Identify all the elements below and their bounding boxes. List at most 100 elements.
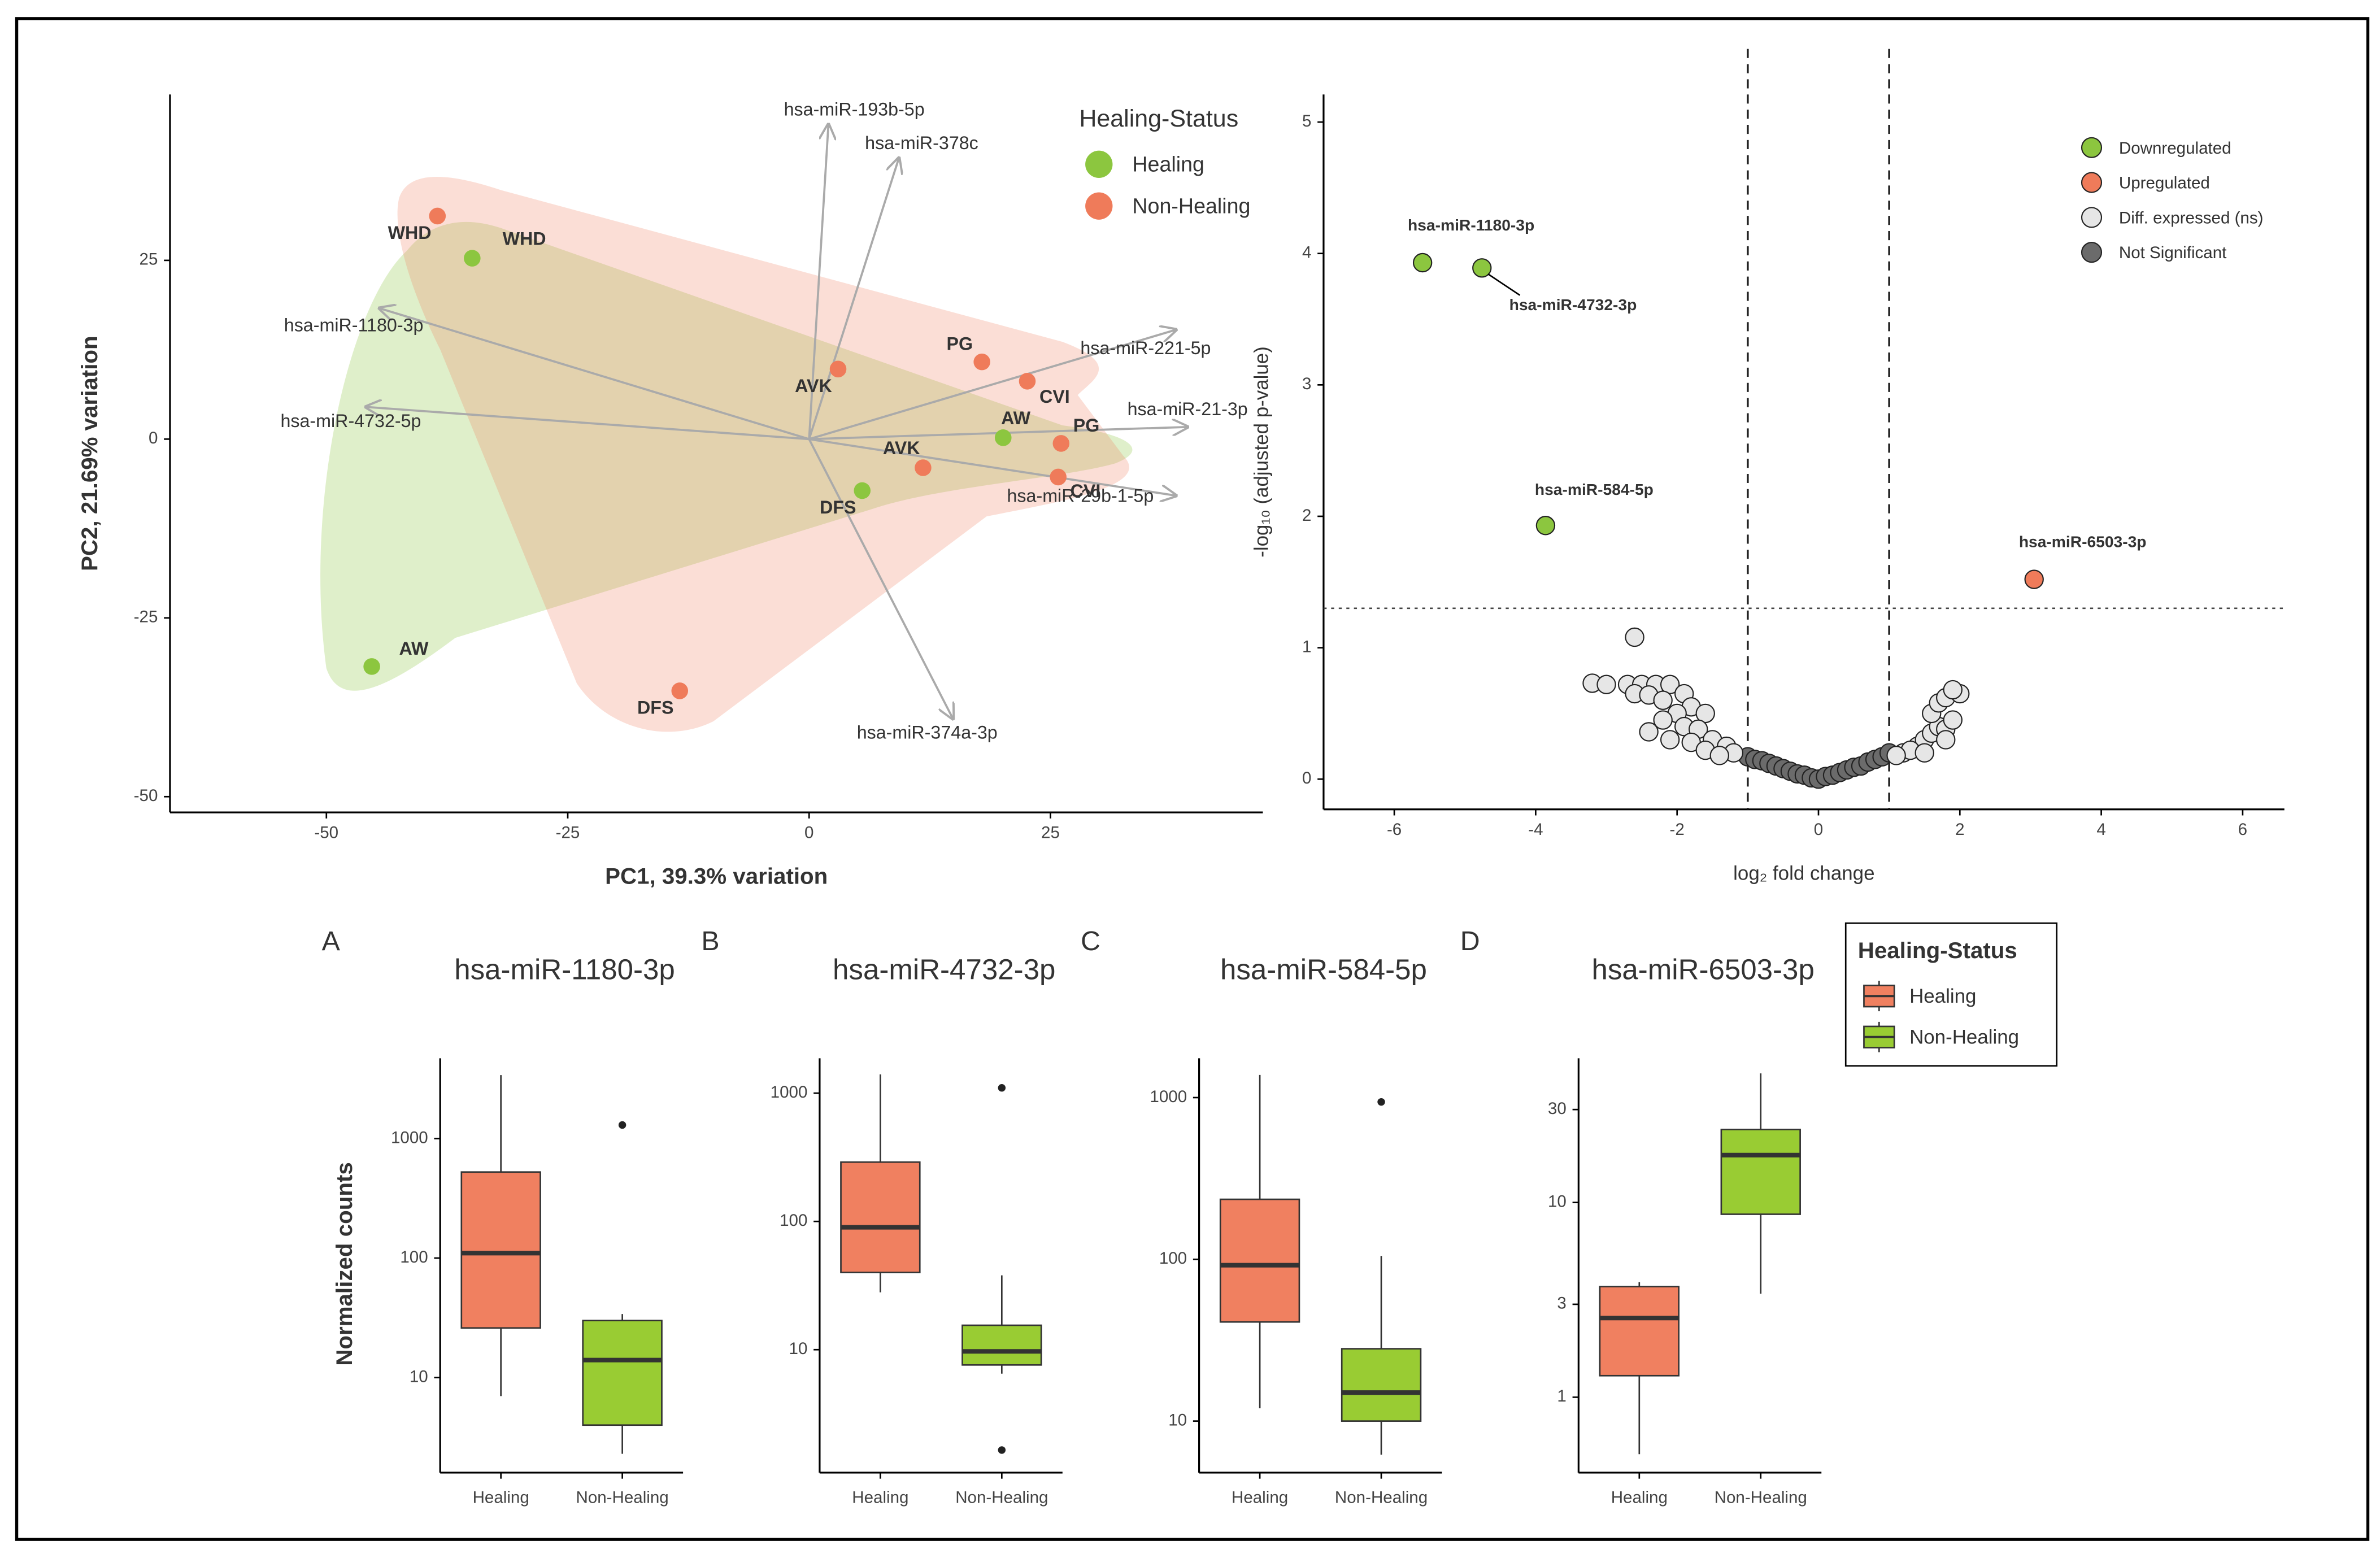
point xyxy=(1709,746,1729,765)
point-label: AVK xyxy=(883,438,920,458)
x-tick-label: Healing xyxy=(852,1488,908,1507)
loading-arrow xyxy=(380,308,810,441)
legend-label: Not Significant xyxy=(2119,243,2227,262)
point xyxy=(973,353,990,371)
y-tick-label: -50 xyxy=(134,786,158,805)
panel-label: A xyxy=(322,926,341,956)
panel-label: C xyxy=(1081,926,1100,956)
x-tick-label: 6 xyxy=(2238,820,2247,839)
y-axis-label: Normalized counts xyxy=(332,1162,357,1366)
legend-swatch xyxy=(2081,242,2103,263)
y-tick-label: 10 xyxy=(789,1339,808,1358)
y-tick-label: 100 xyxy=(400,1248,428,1267)
y-tick-label: 1000 xyxy=(771,1083,808,1102)
loading-label: hsa-miR-1180-3p xyxy=(284,315,424,335)
loading-label: hsa-miR-378c xyxy=(865,133,978,153)
point xyxy=(671,682,689,699)
point xyxy=(1472,258,1492,278)
x-tick-label: Healing xyxy=(473,1488,529,1507)
loading-arrow xyxy=(366,407,810,441)
panel-title: hsa-miR-584-5p xyxy=(1220,954,1427,986)
panel-label: B xyxy=(701,926,719,956)
point xyxy=(1052,435,1070,452)
point xyxy=(1535,516,1556,536)
x-tick-label: -6 xyxy=(1387,820,1402,839)
x-axis-label: PC1, 39.3% variation xyxy=(605,863,828,889)
x-tick-label: Non-Healing xyxy=(1715,1488,1807,1507)
legend-swatch xyxy=(1085,192,1113,220)
x-tick-label: -2 xyxy=(1670,820,1685,839)
loading-arrow xyxy=(808,438,1176,495)
y-tick-label: 0 xyxy=(149,429,158,447)
panel-title: hsa-miR-1180-3p xyxy=(454,954,675,986)
box xyxy=(582,1320,663,1426)
y-tick-label: 25 xyxy=(140,250,158,269)
x-tick-label: 2 xyxy=(1955,820,1964,839)
legend-label: Downregulated xyxy=(2119,139,2231,158)
loading-arrow xyxy=(808,158,899,439)
y-tick-label: 3 xyxy=(1557,1294,1566,1313)
point xyxy=(994,429,1012,446)
loading-label: hsa-miR-193b-5p xyxy=(784,99,925,120)
x-tick-label: -4 xyxy=(1528,820,1543,839)
outlier xyxy=(998,1083,1006,1092)
legend-label: Diff. expressed (ns) xyxy=(2119,208,2264,227)
point-label: PG xyxy=(1073,415,1100,436)
legend-title: Healing-Status xyxy=(1858,938,2017,963)
outlier xyxy=(998,1446,1006,1454)
y-axis-label: PC2, 21.69% variation xyxy=(77,336,102,571)
point xyxy=(363,658,380,675)
point-label: WHD xyxy=(503,228,546,249)
y-tick-label: 10 xyxy=(1548,1192,1567,1211)
legend-label: Upregulated xyxy=(2119,174,2210,193)
legend-swatch xyxy=(2081,207,2103,228)
point xyxy=(1625,627,1644,647)
box xyxy=(840,1161,921,1273)
point xyxy=(1936,730,1956,750)
legend-swatch xyxy=(1085,150,1113,179)
point xyxy=(854,482,871,499)
panel-title: hsa-miR-4732-3p xyxy=(833,954,1055,986)
y-tick-label: 100 xyxy=(1159,1249,1187,1268)
point-label: hsa-miR-6503-3p xyxy=(2019,533,2147,551)
y-tick-label: 0 xyxy=(1302,769,1311,787)
y-tick-label: 10 xyxy=(1168,1411,1187,1429)
point xyxy=(2024,569,2044,589)
point-label: WHD xyxy=(388,223,432,243)
y-tick-label: 4 xyxy=(1302,243,1311,262)
legend-swatch xyxy=(2081,137,2103,158)
leader-line xyxy=(1487,273,1521,296)
y-axis-label: -log₁₀ (adjusted p-value) xyxy=(1251,346,1273,558)
legend-swatch xyxy=(2081,172,2103,193)
point xyxy=(1653,690,1673,710)
point xyxy=(1660,730,1680,750)
point-label: AVK xyxy=(795,376,832,396)
box xyxy=(1720,1129,1801,1215)
point-label: AW xyxy=(1001,408,1030,428)
x-tick-label: 0 xyxy=(1814,820,1823,839)
y-tick-label: 1000 xyxy=(1150,1087,1187,1106)
loading-arrow xyxy=(808,124,828,439)
y-tick-label: 3 xyxy=(1302,375,1311,393)
point-label: CVI xyxy=(1071,481,1101,501)
y-tick-label: -25 xyxy=(134,608,158,626)
panel-label: D xyxy=(1460,926,1480,956)
y-tick-label: 1 xyxy=(1302,637,1311,656)
box xyxy=(961,1324,1042,1366)
loading-label: hsa-miR-21-3p xyxy=(1128,399,1248,419)
point-label: CVI xyxy=(1039,386,1070,407)
loading-label: hsa-miR-374a-3p xyxy=(857,723,998,743)
legend-label: Healing xyxy=(1909,985,1976,1007)
x-tick-label: Non-Healing xyxy=(1335,1488,1428,1507)
y-tick-label: 5 xyxy=(1302,112,1311,130)
point xyxy=(1943,680,1963,700)
x-tick-label: 25 xyxy=(1041,824,1060,842)
frame xyxy=(15,17,2370,1541)
loading-arrow xyxy=(808,330,1176,441)
point xyxy=(829,360,847,378)
legend-title: Healing-Status xyxy=(1079,105,1238,132)
point xyxy=(1695,703,1715,724)
loading-label: hsa-miR-29b-1-5p xyxy=(1007,486,1154,506)
outlier xyxy=(1377,1098,1385,1106)
